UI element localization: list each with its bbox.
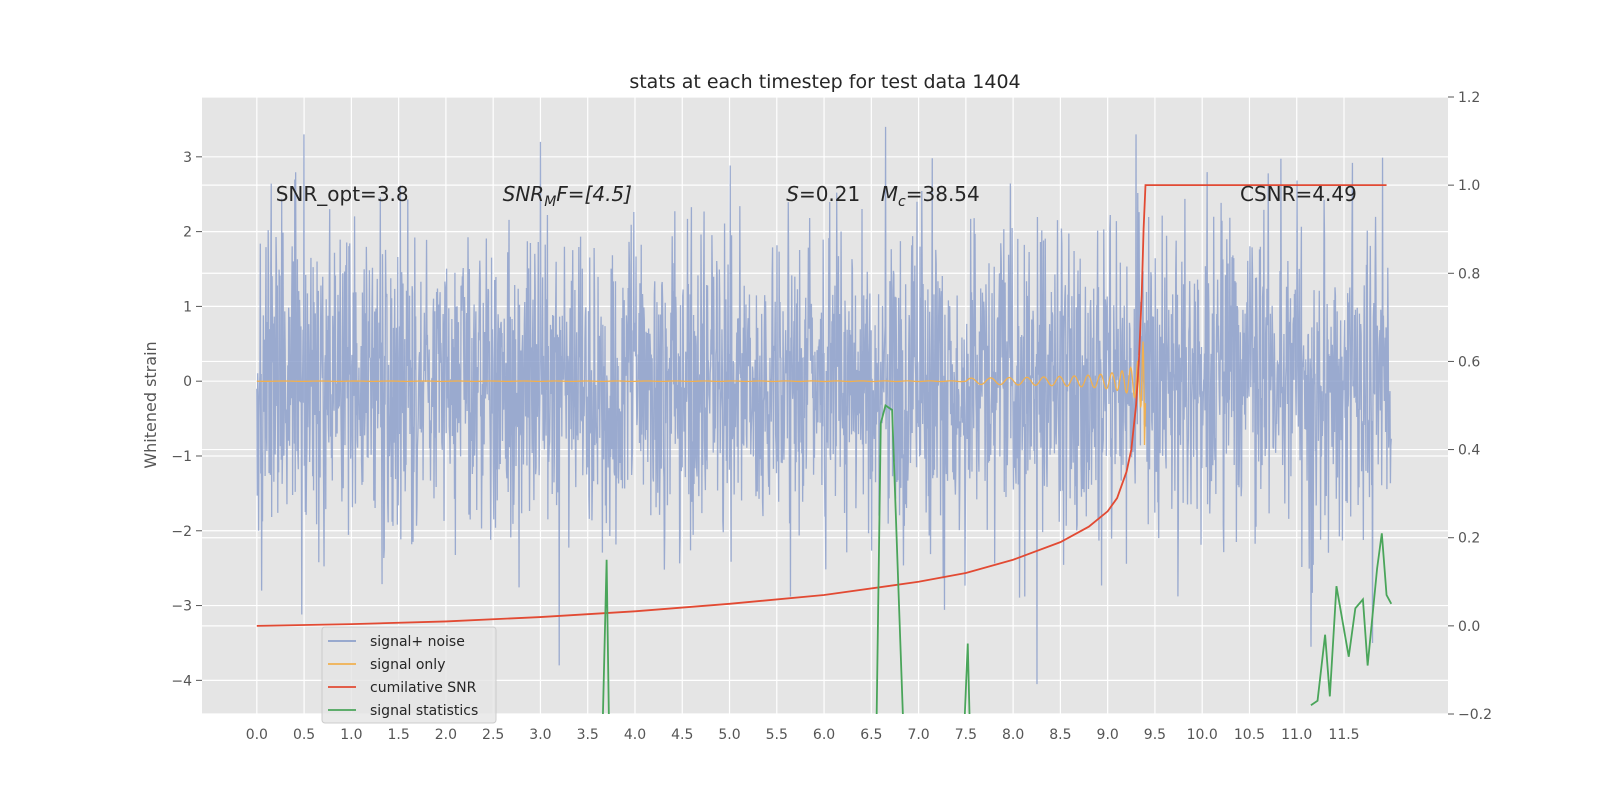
legend-label: signal+ noise [370,634,465,650]
legend: signal+ noise signal only cumilative SNR si… [321,626,497,724]
x-tick-label: 11.0 [1281,727,1312,743]
y-tick-label: 0 [183,374,192,390]
y2-tick-label: 0.8 [1458,266,1480,282]
x-tick-label: 5.0 [718,727,740,743]
y2-tick-label: 0.0 [1458,619,1480,635]
x-tick-label: 9.0 [1097,727,1119,743]
y-axis-ticks: −4 −3 −2 −1 0 1 2 3 [171,150,202,689]
x-tick-label: 5.5 [766,727,788,743]
annotation-csnr: CSNR=4.49 [1240,182,1357,206]
y2-tick-label: 0.2 [1458,531,1480,547]
series-signal-noise [256,126,1392,685]
y-tick-label: −1 [171,449,192,465]
x-tick-label: 3.5 [577,727,599,743]
x-tick-label: 7.5 [955,727,977,743]
x-axis-ticks: 0.0 0.5 1.0 1.5 2.0 2.5 3.0 3.5 4.0 4.5 5.0 5.5 6.0 6… [246,727,1360,743]
series-layer [256,126,1393,714]
x-tick-label: 0.5 [293,727,315,743]
y2-tick-label: 0.4 [1458,443,1480,459]
x-tick-label: 2.0 [435,727,457,743]
y2-tick-label: 1.0 [1458,178,1480,194]
legend-label: cumilative SNR [370,680,477,696]
y-tick-label: −4 [171,673,192,689]
y-tick-label: 3 [183,150,192,166]
x-tick-label: 8.5 [1049,727,1071,743]
annotation-s: S=0.21 [786,182,860,206]
legend-label: signal statistics [370,703,478,719]
annotation-snr-mf: SNRMF=[4.5] [503,182,632,210]
annotation-mc: Mc=38.54 [881,182,980,210]
annotation-snr-opt: SNR_opt=3.8 [276,182,409,206]
series-signal-only [256,341,1147,445]
y-tick-label: −3 [171,599,192,615]
x-tick-label: 10.5 [1234,727,1265,743]
y2-tick-label: 0.6 [1458,354,1480,370]
y-tick-label: −2 [171,524,192,540]
x-tick-label: 1.5 [388,727,410,743]
x-tick-label: 2.5 [482,727,504,743]
y2-tick-label: 1.2 [1458,90,1480,106]
x-tick-label: 10.0 [1187,727,1218,743]
x-tick-label: 7.0 [907,727,929,743]
y-axis-label: Whitened strain [141,341,160,468]
x-tick-label: 6.5 [860,727,882,743]
x-tick-label: 1.0 [340,727,362,743]
legend-box [321,626,497,724]
x-tick-label: 0.0 [246,727,268,743]
x-tick-label: 9.5 [1144,727,1166,743]
x-tick-label: 8.0 [1002,727,1024,743]
chart-title: stats at each timestep for test data 140… [629,71,1020,93]
x-tick-label: 4.0 [624,727,646,743]
series-cumilative-snr [256,184,1387,627]
x-tick-label: 6.0 [813,727,835,743]
series-signal-statistics [602,404,1393,714]
y-tick-label: 2 [183,225,192,241]
annotations: SNR_opt=3.8 SNRMF=[4.5] S=0.21 Mc=38.54 CSNR… [276,182,1357,210]
legend-label: signal only [370,657,445,673]
y2-axis-ticks: −0.2 0.0 0.2 0.4 0.6 0.8 1.0 1.2 [1448,90,1492,723]
x-tick-label: 4.5 [671,727,693,743]
y-tick-label: 1 [183,299,192,315]
x-tick-label: 3.0 [529,727,551,743]
y2-tick-label: −0.2 [1458,707,1492,723]
x-tick-label: 11.5 [1328,727,1359,743]
